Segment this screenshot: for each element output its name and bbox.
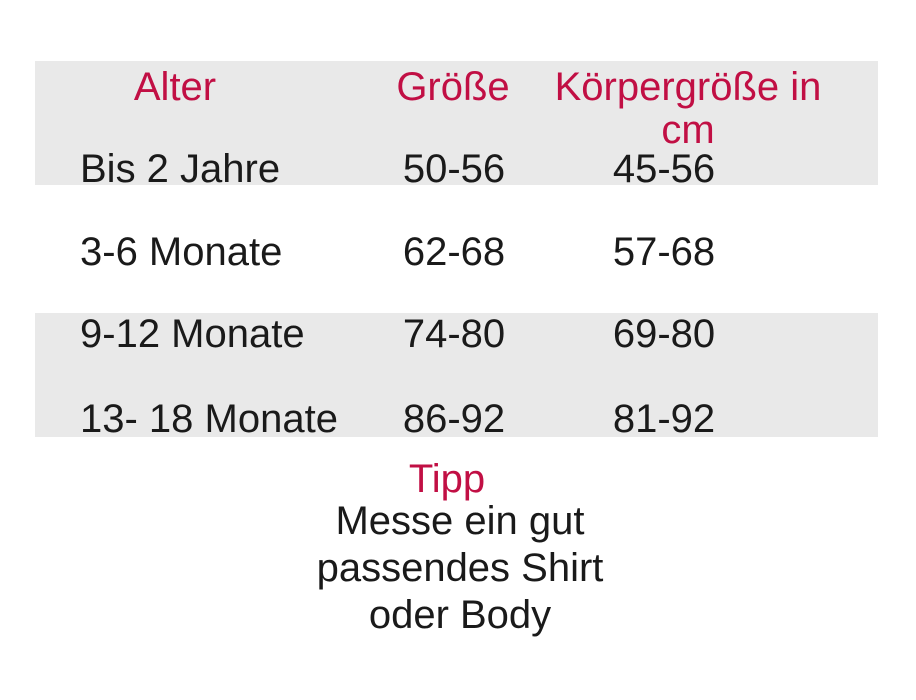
table-cell-height-row1: 57-68 bbox=[612, 230, 716, 274]
table-cell-size-row1: 62-68 bbox=[402, 230, 506, 274]
tip-text-line: passendes Shirt bbox=[316, 546, 604, 590]
tip-title: Tipp bbox=[408, 457, 486, 501]
table-cell-age-row0: Bis 2 Jahre bbox=[80, 147, 281, 191]
tip-text: Messe ein gut passendes Shirt oder Body bbox=[280, 498, 640, 639]
table-cell-height-row2: 69-80 bbox=[612, 312, 716, 356]
table-cell-size-row3: 86-92 bbox=[402, 397, 506, 441]
table-stripe-bottom bbox=[35, 313, 878, 437]
tip-text-line: oder Body bbox=[368, 593, 552, 637]
table-cell-age-row3: 13- 18 Monate bbox=[80, 397, 338, 441]
table-cell-size-row0: 50-56 bbox=[402, 147, 506, 191]
tip-text-line: Messe ein gut bbox=[335, 499, 585, 543]
table-cell-height-row0: 45-56 bbox=[612, 147, 716, 191]
table-cell-age-row2: 9-12 Monate bbox=[80, 312, 305, 356]
table-cell-size-row2: 74-80 bbox=[402, 312, 506, 356]
table-cell-height-row3: 81-92 bbox=[612, 397, 716, 441]
table-cell-age-row1: 3-6 Monate bbox=[80, 230, 283, 274]
column-header-size: Größe bbox=[396, 65, 510, 109]
column-header-age: Alter bbox=[133, 65, 217, 109]
table-stripe-top bbox=[35, 61, 878, 185]
column-header-body-height: Körpergröße in cm bbox=[554, 65, 822, 152]
